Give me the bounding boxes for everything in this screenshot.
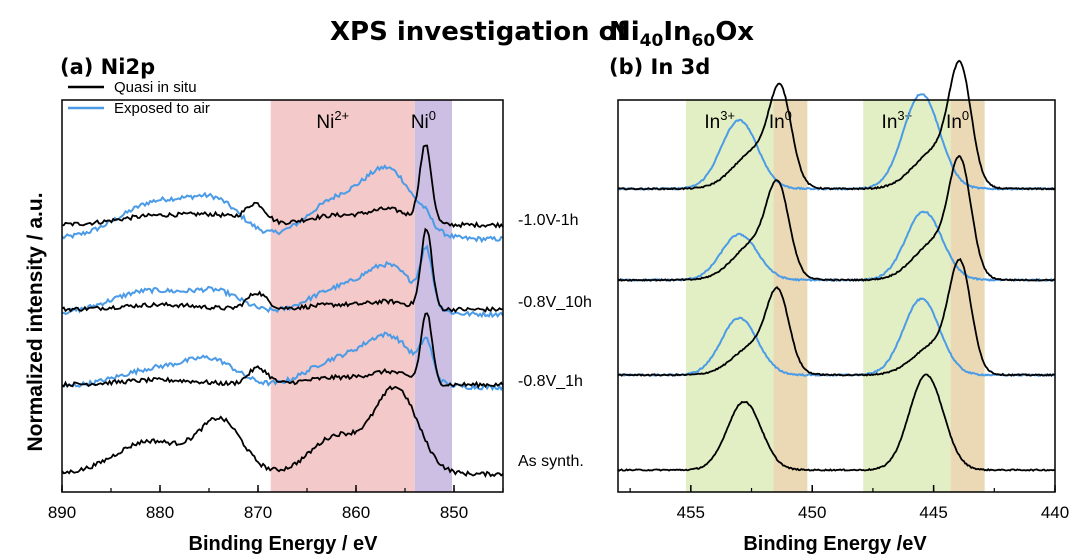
- x-tick-label-4: 850: [440, 503, 468, 522]
- x-tick-label-1: 450: [798, 503, 826, 522]
- region-band-1: [773, 100, 808, 492]
- region-label-2: In3+: [882, 108, 913, 133]
- region-label-1: In0: [769, 108, 792, 133]
- sample-label-1: -1.0V-1h: [518, 212, 578, 229]
- region-band-0: [270, 100, 415, 492]
- sample-label-2: -0.8V_10h: [518, 294, 592, 311]
- panel-a-title: (a) Ni2p: [60, 55, 155, 79]
- y-axis-label: Normalized intensity / a.u.: [24, 192, 47, 451]
- figure-title-prefix: XPS investigation of: [330, 17, 628, 47]
- series-air-3: [617, 297, 1056, 377]
- series-quasi-1: [61, 144, 504, 229]
- region-band-3: [950, 100, 985, 492]
- series-quasi-1: [617, 59, 1056, 191]
- panel-a-x-axis-title: Binding Energy / eV: [189, 533, 379, 555]
- series-quasi-4: [61, 385, 504, 478]
- panel-b-title: (b) In 3d: [609, 55, 710, 79]
- panel-a-plot: Ni2+ Ni0 890 880 870 860 850: [48, 99, 504, 522]
- sample-label-4: As synth.: [518, 453, 584, 470]
- x-tick-label-2: 445: [919, 503, 947, 522]
- region-label-0: Ni2+: [316, 108, 349, 133]
- panel-b-x-axis-title: Binding Energy /eV: [743, 533, 927, 555]
- series-air-2: [617, 210, 1056, 283]
- region-label-1: Ni0: [411, 108, 436, 133]
- sample-label-3: -0.8V_1h: [518, 373, 583, 390]
- series-air-3: [61, 331, 504, 392]
- legend-label-air: Exposed to air: [114, 100, 210, 117]
- series-air-2: [61, 244, 504, 319]
- x-tick-label-2: 870: [244, 503, 272, 522]
- x-tick-label-0: 455: [677, 503, 705, 522]
- region-label-3: In0: [946, 108, 969, 133]
- x-tick-label-1: 880: [146, 503, 174, 522]
- legend-label-quasi: Quasi in situ: [114, 79, 197, 96]
- x-tick-label-3: 860: [342, 503, 370, 522]
- plot-frame: [61, 99, 504, 493]
- series-air-1: [617, 93, 1056, 191]
- plot-frame: [617, 99, 1056, 493]
- region-label-0: In3+: [704, 108, 735, 133]
- series-quasi-3: [617, 257, 1056, 377]
- legend: Quasi in situ Exposed to air: [68, 79, 210, 117]
- region-band-0: [685, 100, 774, 492]
- region-band-2: [863, 100, 951, 492]
- region-band-1: [414, 100, 453, 492]
- series-air-1: [61, 164, 504, 244]
- series-quasi-3: [61, 312, 504, 389]
- x-tick-label-3: 440: [1041, 503, 1069, 522]
- panel-b-plot: In3+ In0 In3+ In0 455 450 445 440: [617, 59, 1069, 522]
- series-quasi-2: [61, 227, 504, 314]
- x-tick-label-0: 890: [48, 503, 76, 522]
- series-quasi-4: [617, 373, 1056, 472]
- series-quasi-2: [617, 154, 1056, 282]
- figure-title-formula: Ni40In60Ox: [609, 17, 754, 51]
